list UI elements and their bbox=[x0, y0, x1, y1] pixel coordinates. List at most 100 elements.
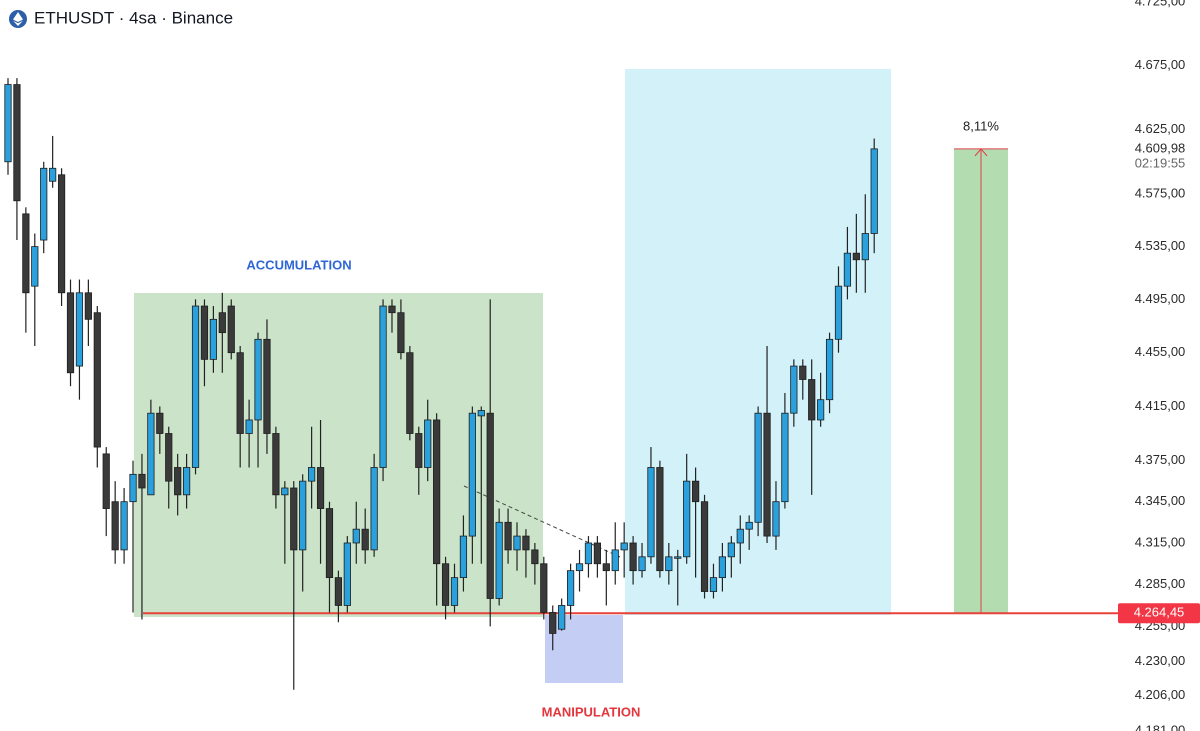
level-badge bbox=[1118, 603, 1200, 624]
candle-body bbox=[808, 379, 816, 421]
candle-body bbox=[245, 419, 253, 434]
candle-body bbox=[84, 292, 92, 320]
candle-body bbox=[584, 542, 593, 565]
candle-body bbox=[57, 174, 66, 294]
candle-body bbox=[308, 467, 316, 482]
candle-body bbox=[174, 467, 182, 496]
candle-body bbox=[825, 338, 834, 401]
y-tick-label: 4.415,00 bbox=[1135, 398, 1186, 413]
candle-body bbox=[522, 535, 530, 551]
candle-body bbox=[93, 312, 101, 448]
annotation: MANIPULATION bbox=[542, 704, 641, 719]
candle-body bbox=[629, 542, 637, 572]
annotation: ACCUMULATION bbox=[246, 257, 351, 272]
candle-body bbox=[182, 467, 191, 496]
candle-body bbox=[665, 556, 673, 572]
candle-body bbox=[834, 285, 843, 340]
candle-body bbox=[361, 528, 369, 551]
candle-body bbox=[531, 549, 539, 565]
candle-body bbox=[441, 563, 450, 606]
candle-body bbox=[656, 467, 664, 572]
candle-body bbox=[138, 473, 146, 489]
logo-icon bbox=[13, 12, 23, 26]
y-tick-label: 4.315,00 bbox=[1135, 534, 1186, 549]
candle-body bbox=[861, 233, 869, 261]
candle-body bbox=[200, 305, 209, 360]
candle-body bbox=[66, 292, 75, 374]
candle-body bbox=[736, 528, 744, 544]
y-tick-label: 4.375,00 bbox=[1135, 452, 1186, 467]
candle-body bbox=[692, 480, 700, 503]
candle-body bbox=[799, 365, 807, 380]
candle-body bbox=[209, 318, 217, 360]
candle-body bbox=[281, 487, 289, 496]
candle-body bbox=[406, 352, 414, 434]
candle-body bbox=[709, 577, 718, 592]
chart-title: ETHUSDT · 4sa · Binance bbox=[34, 8, 233, 27]
candle-body bbox=[388, 305, 396, 314]
candle-body bbox=[22, 213, 30, 294]
last-price-label: 4.609,98 bbox=[1135, 140, 1186, 155]
candle-body bbox=[611, 549, 619, 572]
candle-body bbox=[790, 365, 798, 414]
y-tick-label: 4.675,00 bbox=[1135, 57, 1186, 72]
candle-body bbox=[236, 352, 244, 434]
candle-body bbox=[504, 521, 512, 551]
candle-body bbox=[459, 535, 468, 579]
candle-body bbox=[191, 305, 200, 468]
y-tick-label: 4.535,00 bbox=[1135, 238, 1186, 253]
candle-body bbox=[75, 292, 84, 367]
candle-body bbox=[424, 419, 432, 468]
candle-body bbox=[49, 167, 57, 182]
candle-body bbox=[495, 521, 503, 599]
candle-body bbox=[415, 433, 423, 468]
candle-body bbox=[593, 542, 601, 565]
candle-body bbox=[602, 563, 610, 572]
candle-body bbox=[111, 501, 119, 551]
candle-body bbox=[513, 535, 521, 551]
candle-body bbox=[540, 563, 548, 613]
candle-body bbox=[299, 480, 307, 551]
candle-body bbox=[40, 167, 48, 241]
candle-body bbox=[227, 305, 235, 354]
candle-body bbox=[316, 467, 325, 509]
candle-body bbox=[745, 521, 753, 530]
measure-label: 8,11% bbox=[963, 118, 999, 133]
candle-body bbox=[727, 542, 735, 558]
y-tick-label: 4.230,00 bbox=[1135, 653, 1186, 668]
candle-body bbox=[450, 577, 459, 606]
candle-body bbox=[754, 412, 762, 523]
candle-body bbox=[272, 433, 280, 496]
y-tick-label: 4.455,00 bbox=[1135, 344, 1186, 359]
y-tick-label: 4.345,00 bbox=[1135, 493, 1186, 508]
candle-body bbox=[575, 563, 584, 572]
candle-body bbox=[31, 246, 39, 287]
candle-body bbox=[218, 312, 226, 334]
candle-body bbox=[638, 556, 646, 572]
candle-body bbox=[129, 473, 137, 503]
countdown: 02:19:55 bbox=[1135, 155, 1186, 170]
measure-arrowhead bbox=[974, 148, 988, 157]
candle-body bbox=[4, 84, 12, 163]
candle-body bbox=[477, 410, 485, 417]
candle-body bbox=[486, 412, 494, 599]
y-tick-label: 4.495,00 bbox=[1135, 291, 1186, 306]
candle-body bbox=[763, 412, 771, 537]
candle-body bbox=[325, 508, 334, 579]
candle-body bbox=[102, 453, 110, 509]
candle-body bbox=[13, 84, 21, 202]
candle-body bbox=[370, 467, 378, 551]
candle-body bbox=[843, 252, 852, 287]
candle-body bbox=[558, 605, 566, 630]
candle-body bbox=[549, 612, 557, 634]
candle-body bbox=[718, 556, 727, 579]
candle-body bbox=[433, 419, 441, 565]
candle-body bbox=[397, 312, 405, 354]
candle-body bbox=[566, 570, 575, 606]
candle-body bbox=[674, 556, 682, 559]
candle-body bbox=[870, 148, 878, 234]
level-label: 4.264,45 bbox=[1134, 605, 1185, 620]
y-tick-label: 4.625,00 bbox=[1135, 121, 1186, 136]
